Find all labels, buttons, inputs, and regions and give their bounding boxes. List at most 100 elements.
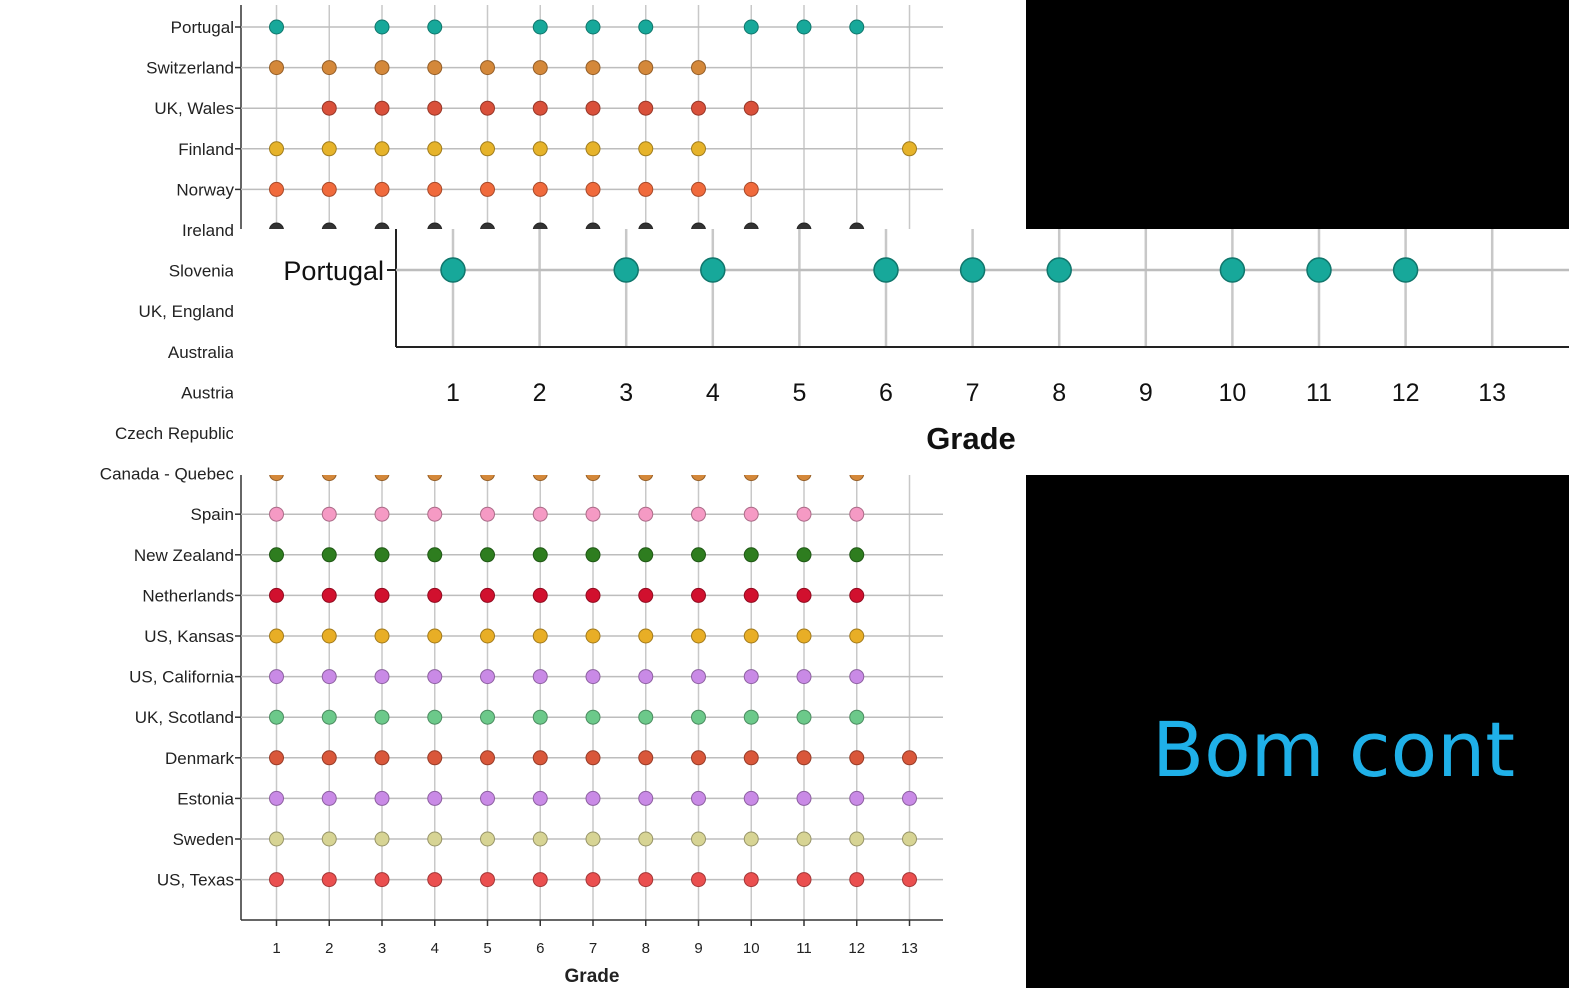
data-point (691, 141, 706, 157)
data-point (321, 60, 337, 76)
data-point (480, 506, 495, 522)
data-point (585, 587, 601, 603)
data-point (796, 669, 812, 685)
data-point (585, 547, 601, 563)
row-label: Czech Republic (115, 424, 235, 443)
data-point (743, 628, 759, 644)
data-point (902, 790, 917, 806)
data-point (427, 60, 443, 76)
data-point (321, 669, 337, 685)
zoom-data-point (1392, 257, 1419, 283)
zoom-data-point (440, 257, 466, 283)
data-point (691, 628, 706, 644)
data-point (269, 628, 284, 644)
data-point (427, 587, 443, 603)
row-label: New Zealand (134, 546, 234, 565)
row-label: Finland (178, 140, 234, 159)
data-point (743, 750, 759, 766)
data-point (743, 547, 759, 563)
zoom-x-tick-label: 4 (706, 379, 720, 407)
data-point (638, 628, 654, 644)
x-axis-title: Grade (565, 966, 620, 987)
row-label: Switzerland (146, 59, 234, 78)
row-label: Spain (191, 505, 234, 524)
data-point (321, 141, 337, 157)
row-label: Australia (168, 343, 235, 362)
data-point (532, 19, 548, 35)
data-point (638, 19, 654, 35)
data-point (269, 831, 284, 847)
data-point (374, 587, 390, 603)
data-point (849, 709, 865, 725)
zoom-data-point (613, 257, 639, 283)
data-point (691, 831, 706, 847)
data-point (374, 709, 390, 725)
data-point (321, 100, 337, 116)
data-point (532, 831, 548, 847)
data-point (638, 100, 654, 116)
data-point (743, 100, 759, 116)
data-point (480, 669, 495, 685)
data-point (638, 547, 654, 563)
data-point (532, 750, 548, 766)
x-tick-label: 6 (536, 940, 544, 957)
zoom-data-point (1046, 257, 1072, 283)
data-point (269, 60, 284, 76)
zoom-data-point (700, 257, 726, 283)
data-point (849, 547, 865, 563)
data-point (427, 709, 443, 725)
data-point (269, 181, 284, 197)
data-point (796, 872, 812, 888)
data-point (532, 872, 548, 888)
data-point (480, 872, 495, 888)
zoom-x-tick-label: 10 (1218, 379, 1246, 407)
main-chart-panel: Portugal Switzerland UK, Wales Finland Norwa… (0, 0, 1026, 988)
data-point (427, 790, 443, 806)
data-point (480, 547, 495, 563)
data-point (902, 141, 917, 157)
zoom-x-tick-label: 9 (1139, 379, 1153, 407)
row-label: Norway (176, 180, 234, 199)
x-tick-label: 1 (272, 940, 280, 957)
data-point (321, 181, 337, 197)
data-point (796, 790, 812, 806)
data-point (691, 709, 706, 725)
data-point (427, 19, 443, 35)
row-label: UK, Scotland (135, 708, 234, 727)
data-point (480, 628, 495, 644)
data-point (480, 831, 495, 847)
data-point (849, 628, 865, 644)
zoom-x-tick-label: 11 (1306, 379, 1332, 407)
data-point (532, 181, 548, 197)
data-point (269, 790, 284, 806)
data-point (638, 709, 654, 725)
data-point (585, 790, 601, 806)
data-point (585, 831, 601, 847)
data-point (532, 628, 548, 644)
data-point (849, 831, 865, 847)
data-point (849, 790, 865, 806)
data-point (269, 587, 284, 603)
data-point (427, 669, 443, 685)
data-point (427, 872, 443, 888)
zoom-x-tick-label: 6 (879, 379, 893, 407)
data-point (849, 506, 865, 522)
data-point (374, 547, 390, 563)
data-point (374, 60, 390, 76)
row-label: Netherlands (142, 586, 234, 605)
data-point (374, 181, 390, 197)
data-point (427, 141, 443, 157)
data-point (691, 669, 706, 685)
data-point (585, 181, 601, 197)
x-tick-label: 13 (901, 940, 918, 957)
data-point (743, 181, 759, 197)
data-point (480, 181, 495, 197)
row-label: UK, Wales (154, 99, 234, 118)
data-point (532, 790, 548, 806)
data-point (532, 709, 548, 725)
data-point (743, 587, 759, 603)
data-point (585, 709, 601, 725)
data-point (480, 60, 495, 76)
data-point (796, 587, 812, 603)
